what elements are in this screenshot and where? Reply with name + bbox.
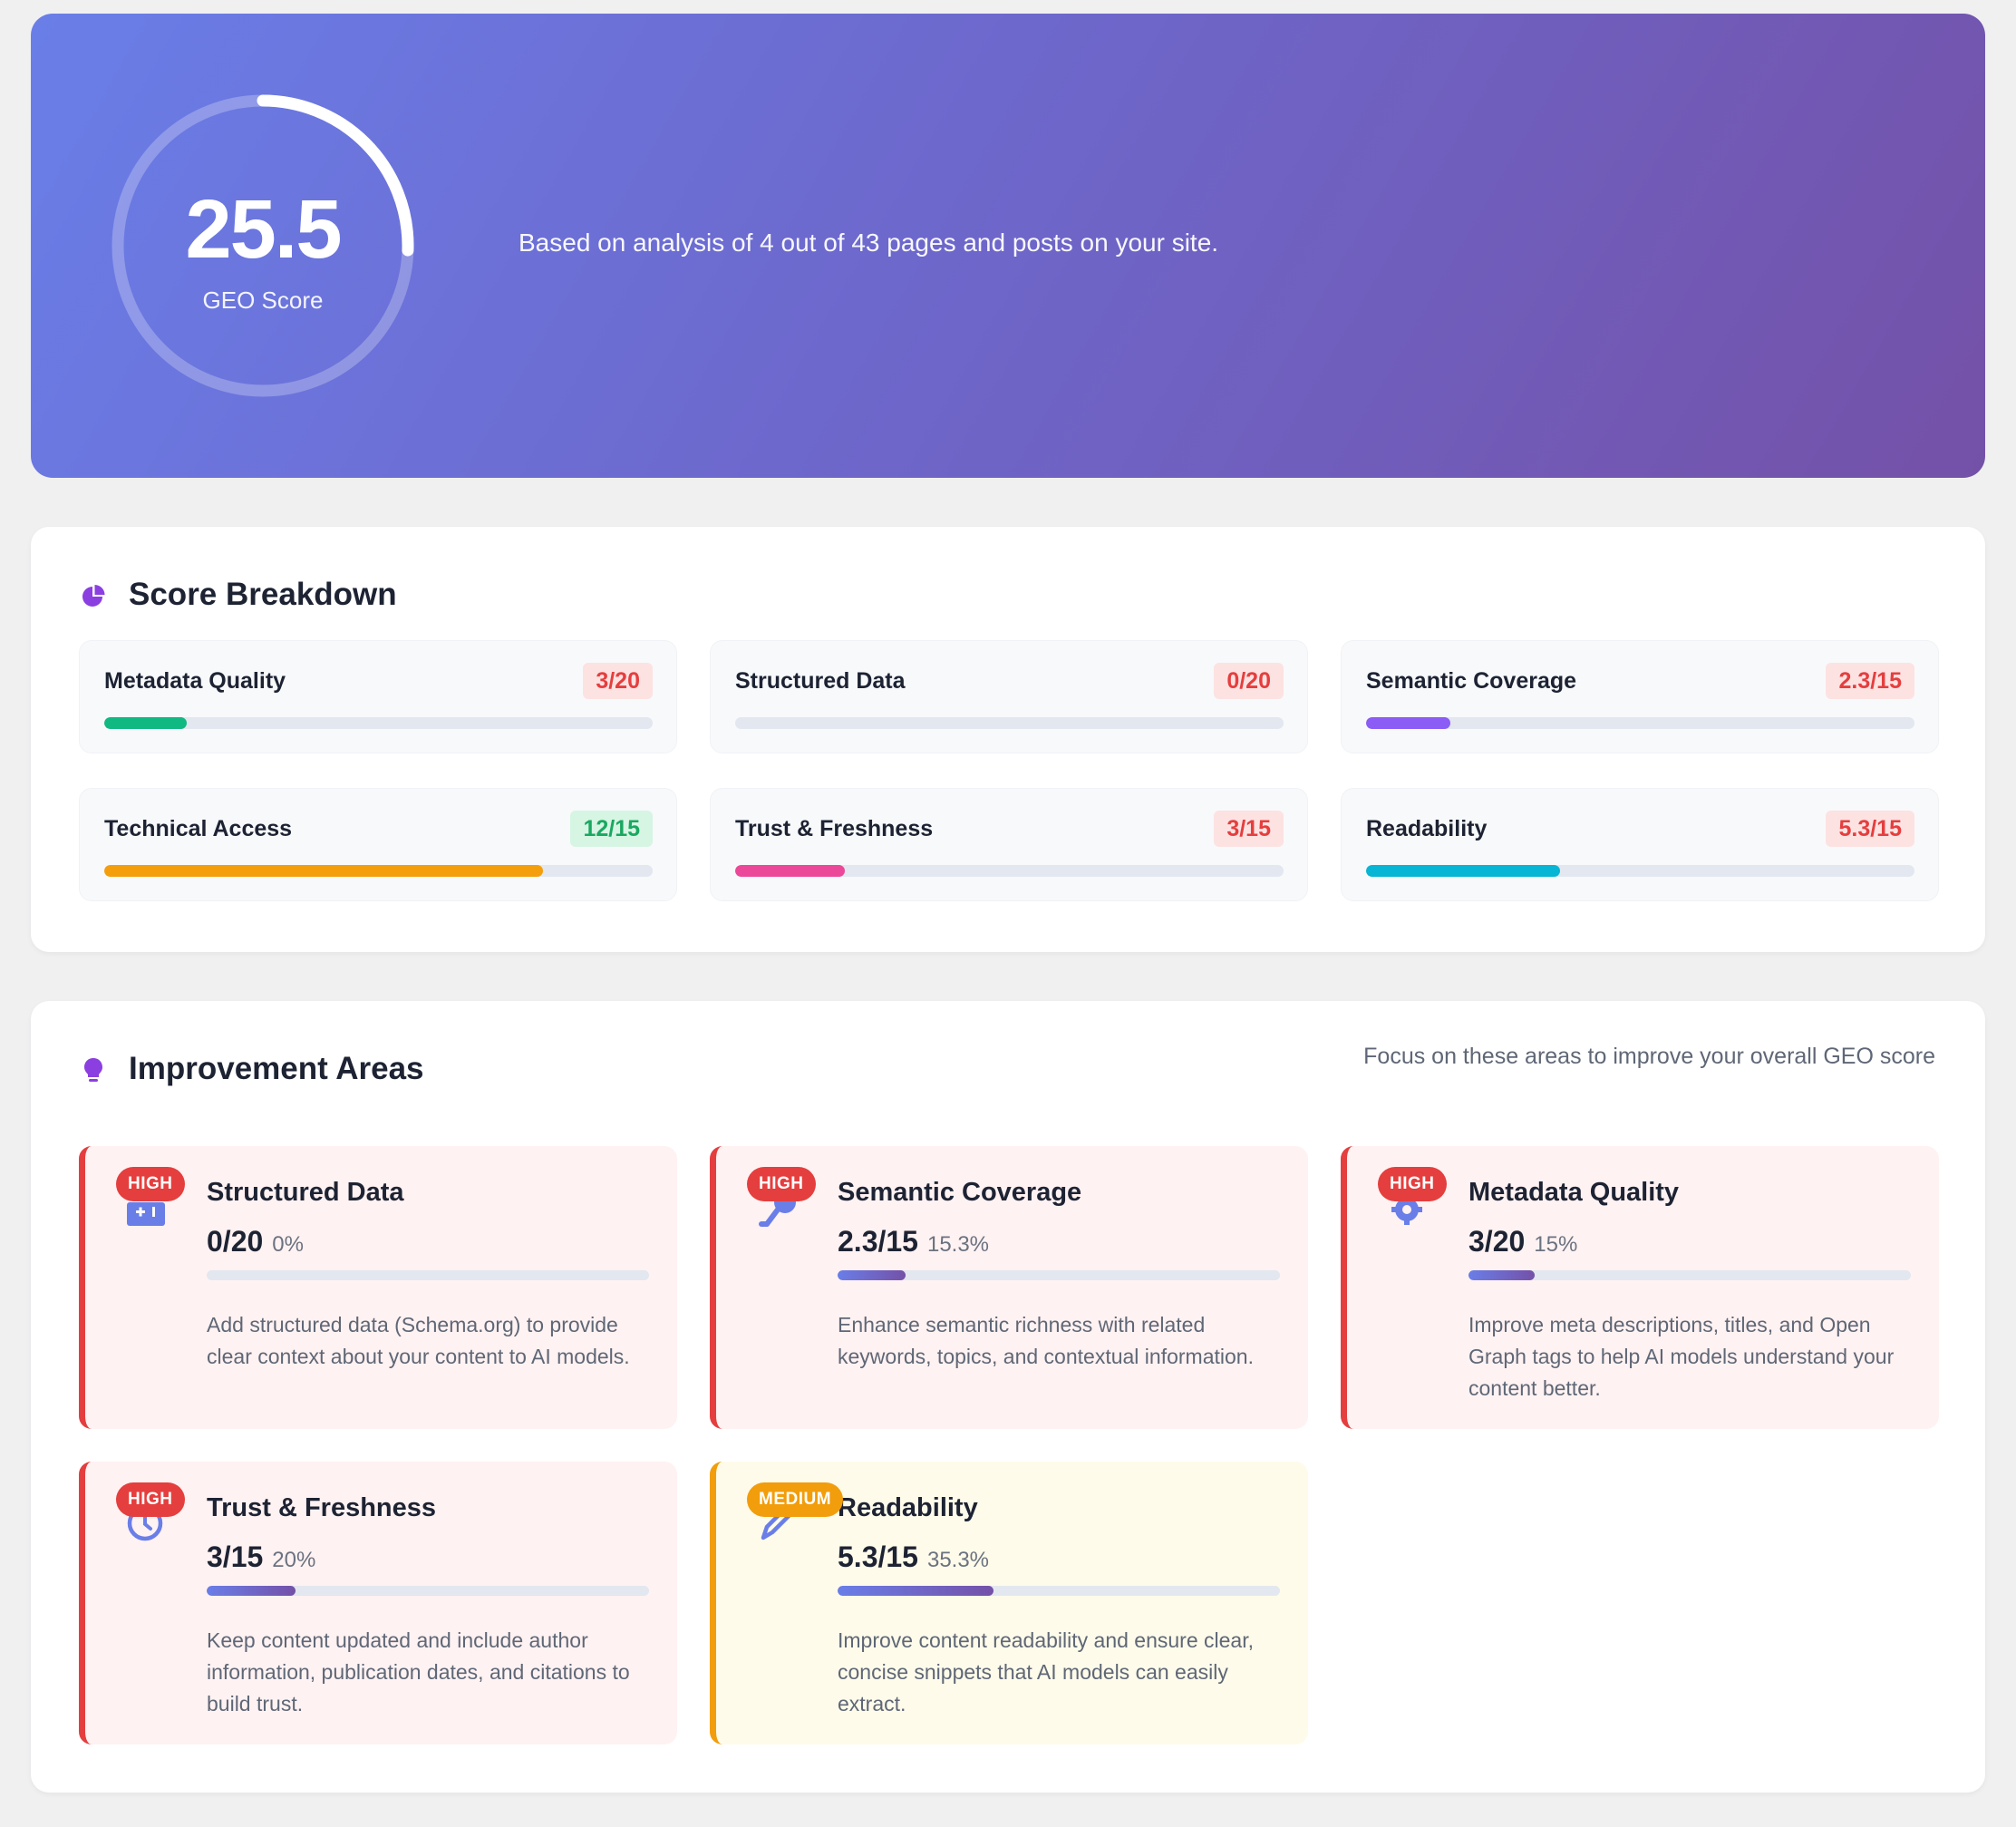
score-breakdown-card: Score Breakdown Metadata Quality 3/20 Stru… — [31, 527, 1985, 952]
metric-tile-metadata-quality: Metadata Quality 3/20 — [79, 640, 677, 753]
analysis-description: Based on analysis of 4 out of 43 pages a… — [519, 228, 1219, 257]
improvement-score-value: 5.3/15 — [838, 1540, 918, 1573]
metric-progress-track — [735, 717, 1284, 729]
metric-score-badge: 12/15 — [570, 811, 653, 847]
metric-name: Semantic Coverage — [1366, 668, 1577, 694]
improvement-items: HIGH Structured Data 0/20 0% Add structured … — [79, 1146, 1939, 1744]
metric-progress-fill — [735, 865, 845, 877]
metric-progress-fill — [104, 865, 543, 877]
improvement-progress-fill — [207, 1586, 296, 1596]
improvement-title: Structured Data — [207, 1178, 404, 1207]
improvement-score-percent: 20% — [272, 1548, 316, 1572]
improvement-score: 3/15 20% — [207, 1540, 315, 1574]
geo-score-label: GEO Score — [202, 287, 324, 314]
metric-progress-track — [1366, 717, 1914, 729]
improvement-score-percent: 0% — [272, 1232, 304, 1257]
improvement-areas-card: Improvement Areas Focus on these areas t… — [31, 1001, 1985, 1793]
improvement-areas-title: Improvement Areas — [129, 1051, 424, 1086]
improvement-progress-track — [207, 1270, 649, 1280]
improvement-item-semantic-coverage: HIGH Semantic Coverage 2.3/15 15.3% Enhance … — [710, 1146, 1308, 1429]
improvement-title: Trust & Freshness — [207, 1493, 437, 1522]
improvement-description: Improve content readability and ensure c… — [838, 1628, 1254, 1715]
improvement-progress-track — [207, 1586, 649, 1596]
pie-chart-icon — [82, 585, 105, 607]
improvement-progress-track — [1468, 1270, 1911, 1280]
priority-badge: HIGH — [1378, 1167, 1447, 1201]
improvement-progress-track — [838, 1586, 1280, 1596]
improvement-score-value: 0/20 — [207, 1225, 264, 1258]
improvement-description: Add structured data (Schema.org) to prov… — [207, 1313, 630, 1368]
metric-score-badge: 3/20 — [583, 663, 653, 699]
metric-tile-semantic-coverage: Semantic Coverage 2.3/15 — [1341, 640, 1939, 753]
improvement-score: 2.3/15 15.3% — [838, 1225, 989, 1258]
improvement-title: Readability — [838, 1493, 978, 1522]
metric-score-badge: 5.3/15 — [1826, 811, 1914, 847]
metric-progress-fill — [104, 717, 187, 729]
metric-progress-fill — [1366, 865, 1560, 877]
improvement-score-value: 3/15 — [207, 1540, 264, 1573]
improvement-description: Enhance semantic richness with related k… — [838, 1313, 1254, 1368]
improvement-item-trust-and-freshness: HIGH Trust & Freshness 3/15 20% Keep content… — [79, 1462, 677, 1744]
improvement-areas-subtitle: Focus on these areas to improve your ove… — [1363, 1044, 1935, 1069]
improvement-score-value: 3/20 — [1468, 1225, 1526, 1258]
improvement-score-percent: 15.3% — [926, 1232, 990, 1257]
metric-tile-technical-access: Technical Access 12/15 — [79, 788, 677, 901]
metric-tile-structured-data: Structured Data 0/20 — [710, 640, 1308, 753]
metric-name: Technical Access — [104, 816, 293, 841]
priority-badge: MEDIUM — [747, 1482, 844, 1517]
improvement-score: 3/20 15% — [1468, 1225, 1577, 1258]
improvement-score-value: 2.3/15 — [838, 1225, 918, 1258]
gauge-ring — [111, 94, 414, 397]
improvement-item-metadata-quality: HIGH Metadata Quality 3/20 15% Improve meta … — [1341, 1146, 1939, 1429]
improvement-description: Keep content updated and include author … — [207, 1628, 630, 1715]
improvement-description: Improve meta descriptions, titles, and O… — [1468, 1313, 1895, 1400]
score-hero: 25.5 GEO Score Based on analysis of 4 ou… — [31, 14, 1985, 478]
improvement-progress-fill — [1468, 1270, 1536, 1280]
metric-name: Readability — [1366, 816, 1488, 841]
metric-tile-readability: Readability 5.3/15 — [1341, 788, 1939, 901]
improvement-item-structured-data: HIGH Structured Data 0/20 0% Add structured … — [79, 1146, 677, 1429]
improvement-item-readability: MEDIUM Readability 5.3/15 35.3% Improve cont… — [710, 1462, 1308, 1744]
metric-score-badge: 3/15 — [1214, 811, 1284, 847]
improvement-progress-fill — [838, 1586, 994, 1596]
lightbulb-icon — [84, 1058, 102, 1082]
metric-progress-track — [104, 717, 653, 729]
priority-badge: HIGH — [116, 1167, 185, 1201]
score-breakdown-title: Score Breakdown — [129, 577, 397, 612]
metric-progress-fill — [1366, 717, 1450, 729]
priority-badge: HIGH — [116, 1482, 185, 1517]
improvement-score-percent: 15% — [1534, 1232, 1578, 1257]
priority-badge: HIGH — [747, 1167, 816, 1201]
improvement-progress-track — [838, 1270, 1280, 1280]
improvement-score: 5.3/15 35.3% — [838, 1540, 989, 1574]
metric-tiles: Metadata Quality 3/20 Structured Data 0/20 S… — [79, 640, 1939, 901]
metric-name: Metadata Quality — [104, 668, 286, 694]
geo-score-gauge: 25.5 GEO Score — [110, 92, 416, 399]
improvement-score-percent: 35.3% — [926, 1548, 990, 1572]
improvement-title: Semantic Coverage — [838, 1178, 1082, 1207]
schema-icon — [123, 1184, 167, 1228]
metric-score-badge: 2.3/15 — [1826, 663, 1914, 699]
metric-name: Structured Data — [735, 668, 906, 694]
metric-name: Trust & Freshness — [735, 816, 934, 841]
metric-progress-track — [1366, 865, 1914, 877]
improvement-score: 0/20 0% — [207, 1225, 304, 1258]
improvement-progress-fill — [838, 1270, 906, 1280]
geo-score-value: 25.5 — [185, 183, 342, 276]
improvement-title: Metadata Quality — [1468, 1178, 1680, 1207]
metric-score-badge: 0/20 — [1214, 663, 1284, 699]
metric-progress-track — [735, 865, 1284, 877]
metric-progress-track — [104, 865, 653, 877]
metric-tile-trust-and-freshness: Trust & Freshness 3/15 — [710, 788, 1308, 901]
gear-icon — [1385, 1184, 1429, 1228]
